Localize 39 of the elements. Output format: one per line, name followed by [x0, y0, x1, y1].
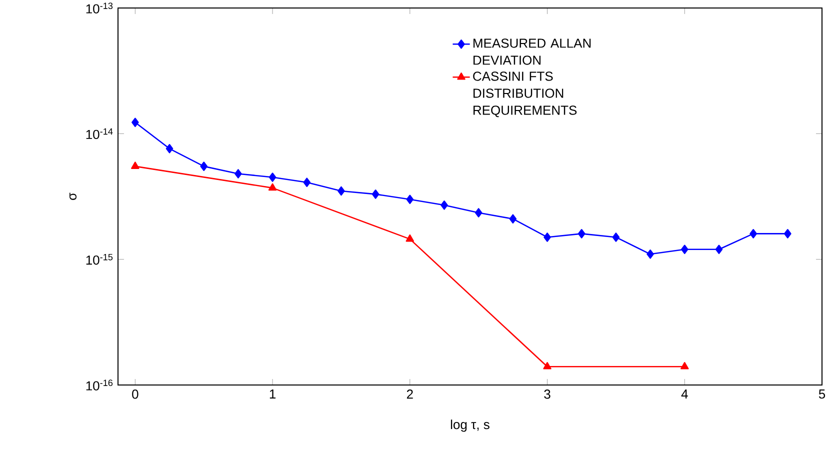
x-tick-label: 4: [681, 390, 688, 398]
point: [680, 244, 688, 254]
point: [338, 186, 345, 196]
x-tick-label: 2: [406, 390, 413, 399]
point: [303, 178, 311, 187]
legend-label: CASSINI FTS DISTRIBUTION REQUIREMENTS: [473, 72, 577, 118]
legend-label: MEASURED ALLAN DEVIATION: [474, 38, 591, 65]
point: [406, 194, 414, 204]
point: [612, 232, 620, 242]
point: [578, 229, 586, 238]
x-tick-label: 3: [544, 390, 550, 399]
y-tick-label: 10$^{-13}$: [86, 2, 113, 14]
point: [474, 208, 482, 218]
point: [750, 229, 757, 238]
point: [132, 118, 139, 128]
y-axis-title: σ: [69, 192, 76, 200]
point: [406, 234, 414, 242]
y-tick-label: 10$^{-14}$: [86, 128, 113, 140]
point: [234, 169, 242, 178]
point: [543, 362, 552, 370]
x-tick-label: 0: [132, 390, 138, 399]
point: [372, 190, 380, 199]
point: [680, 362, 689, 370]
point: [131, 162, 140, 169]
point: [646, 250, 654, 259]
point: [166, 144, 174, 154]
y-tick-label: 10$^{-15}$: [86, 254, 113, 265]
x-axis-title: log τ, s: [450, 420, 490, 432]
point: [715, 244, 723, 254]
point: [268, 183, 277, 191]
y-tick-label: 10$^{-16}$: [86, 380, 113, 390]
point: [440, 200, 448, 210]
point: [268, 172, 276, 182]
x-tick-label: 5: [818, 390, 826, 399]
point: [200, 162, 208, 171]
point: [509, 214, 517, 224]
point: [544, 232, 551, 242]
point: [784, 229, 792, 238]
x-tick-label: 1: [270, 390, 276, 398]
